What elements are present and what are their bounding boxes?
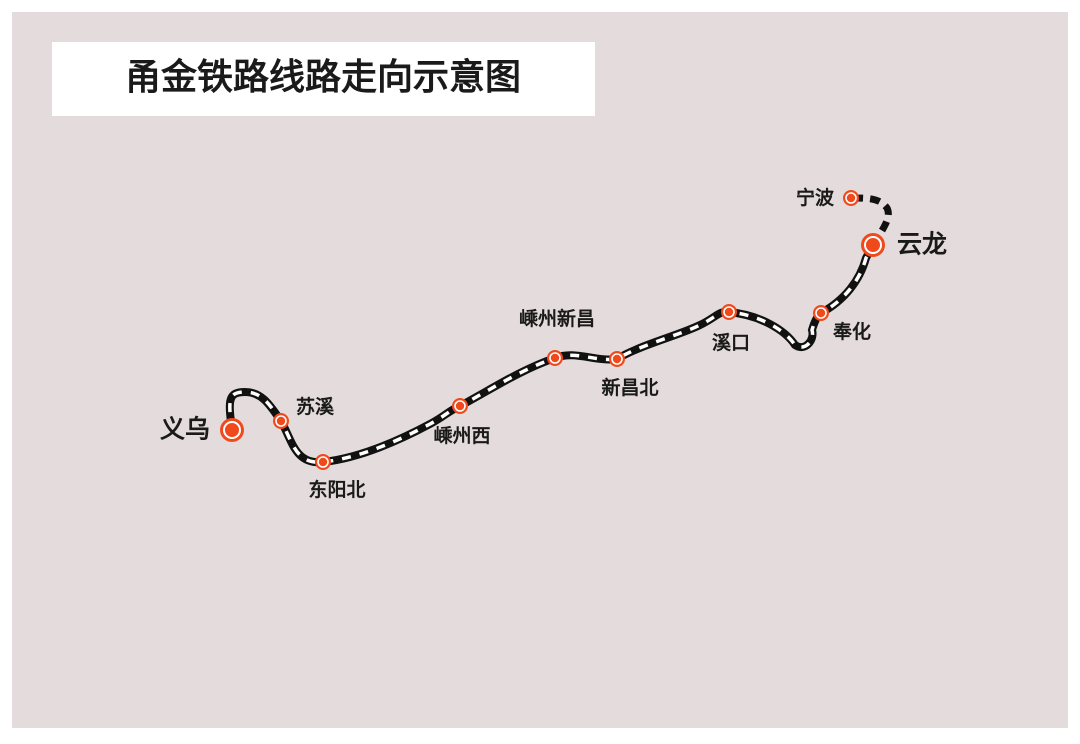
title: 甬金铁路线路走向示意图 <box>125 56 521 98</box>
background <box>12 12 1068 728</box>
stations: 义乌 苏溪 东阳北 嵊州西 嵊州新昌 新昌北 溪口 奉化 云龙 宁波 <box>160 186 947 501</box>
station <box>609 351 625 367</box>
rail-dash <box>228 244 875 464</box>
station-label: 新昌北 <box>601 376 658 399</box>
station-label: 义乌 <box>160 415 210 444</box>
station <box>843 190 859 206</box>
station-label: 溪口 <box>712 332 750 354</box>
station-major <box>220 418 244 442</box>
station-label: 嵊州新昌 <box>519 307 595 330</box>
station <box>315 454 331 470</box>
station-label: 奉化 <box>832 320 871 343</box>
station <box>721 304 737 320</box>
station <box>273 413 289 429</box>
station-label: 宁波 <box>796 186 835 209</box>
station-major <box>861 233 885 257</box>
station <box>452 398 468 414</box>
station-label: 苏溪 <box>296 395 335 418</box>
station-label: 云龙 <box>897 230 947 259</box>
station-label: 东阳北 <box>308 478 365 501</box>
station-label: 嵊州西 <box>433 425 490 447</box>
rail-extension <box>850 194 892 247</box>
station <box>547 350 563 366</box>
station <box>813 305 829 321</box>
title-box <box>52 42 595 116</box>
route <box>225 194 892 467</box>
